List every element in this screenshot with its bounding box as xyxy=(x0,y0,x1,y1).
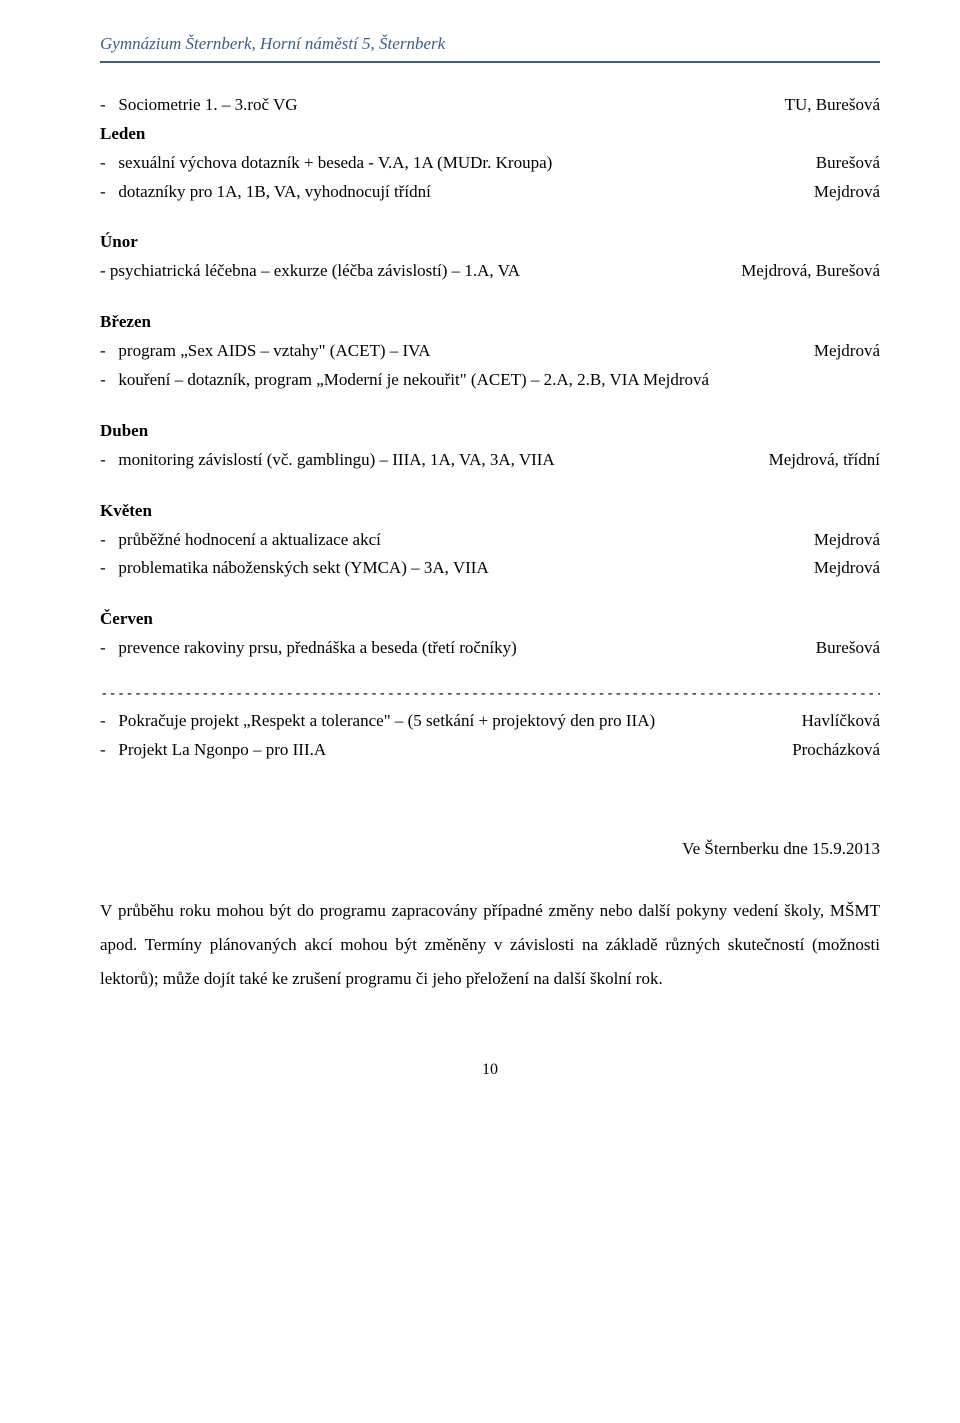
item-text: prevence rakoviny prsu, přednáška a bese… xyxy=(100,634,816,663)
item-person: Burešová xyxy=(816,634,880,663)
closing-paragraph: V průběhu roku mohou být do programu zap… xyxy=(100,894,880,996)
month-brezen: Březen xyxy=(100,308,880,337)
month-duben: Duben xyxy=(100,417,880,446)
item-text: problematika náboženských sekt (YMCA) – … xyxy=(100,554,814,583)
item-person: Mejdrová xyxy=(814,178,880,207)
item-koureni: kouření – dotazník, program „Moderní je … xyxy=(100,366,880,395)
item-dotazniky: dotazníky pro 1A, 1B, VA, vyhodnocují tř… xyxy=(100,178,880,207)
item-text: Sociometrie 1. – 3.roč VG xyxy=(100,91,785,120)
item-la-ngonpo: Projekt La Ngonpo – pro III.A Procházkov… xyxy=(100,736,880,765)
item-sex-aids: program „Sex AIDS – vztahy" (ACET) – IVA… xyxy=(100,337,880,366)
item-person: Mejdrová xyxy=(814,526,880,555)
item-text: - psychiatrická léčebna – exkurze (léčba… xyxy=(100,257,741,286)
item-rakovina: prevence rakoviny prsu, přednáška a bese… xyxy=(100,634,880,663)
item-text: sexuální výchova dotazník + beseda - V.A… xyxy=(100,149,816,178)
item-text: kouření – dotazník, program „Moderní je … xyxy=(100,366,880,395)
item-person: Havlíčková xyxy=(802,707,880,736)
item-text: program „Sex AIDS – vztahy" (ACET) – IVA xyxy=(100,337,814,366)
item-text: Pokračuje projekt „Respekt a tolerance" … xyxy=(100,707,802,736)
item-text: monitoring závislostí (vč. gamblingu) – … xyxy=(100,446,769,475)
item-respekt-tolerance: Pokračuje projekt „Respekt a tolerance" … xyxy=(100,707,880,736)
item-text: dotazníky pro 1A, 1B, VA, vyhodnocují tř… xyxy=(100,178,814,207)
month-unor: Únor xyxy=(100,228,880,257)
item-person: Mejdrová, třídní xyxy=(769,446,880,475)
item-prubezne: průběžné hodnocení a aktualizace akcí Me… xyxy=(100,526,880,555)
divider-line: ----------------------------------------… xyxy=(100,683,880,707)
item-text: Projekt La Ngonpo – pro III.A xyxy=(100,736,792,765)
page-number: 10 xyxy=(100,1056,880,1083)
item-sexualni-vychova: sexuální výchova dotazník + beseda - V.A… xyxy=(100,149,880,178)
month-cerven: Červen xyxy=(100,605,880,634)
item-nabozenske: problematika náboženských sekt (YMCA) – … xyxy=(100,554,880,583)
item-monitoring: monitoring závislostí (vč. gamblingu) – … xyxy=(100,446,880,475)
item-person: Mejdrová, Burešová xyxy=(741,257,880,286)
item-person: Burešová xyxy=(816,149,880,178)
month-leden: Leden xyxy=(100,120,880,149)
date-line: Ve Šternberku dne 15.9.2013 xyxy=(100,835,880,864)
item-psychiatricka: - psychiatrická léčebna – exkurze (léčba… xyxy=(100,257,880,286)
item-person: Procházková xyxy=(792,736,880,765)
page-header: Gymnázium Šternberk, Horní náměstí 5, Št… xyxy=(100,30,880,63)
item-sociometrie: Sociometrie 1. – 3.roč VG TU, Burešová xyxy=(100,91,880,120)
month-kveten: Květen xyxy=(100,497,880,526)
item-person: TU, Burešová xyxy=(785,91,880,120)
item-person: Mejdrová xyxy=(814,554,880,583)
item-person: Mejdrová xyxy=(814,337,880,366)
item-text: průběžné hodnocení a aktualizace akcí xyxy=(100,526,814,555)
